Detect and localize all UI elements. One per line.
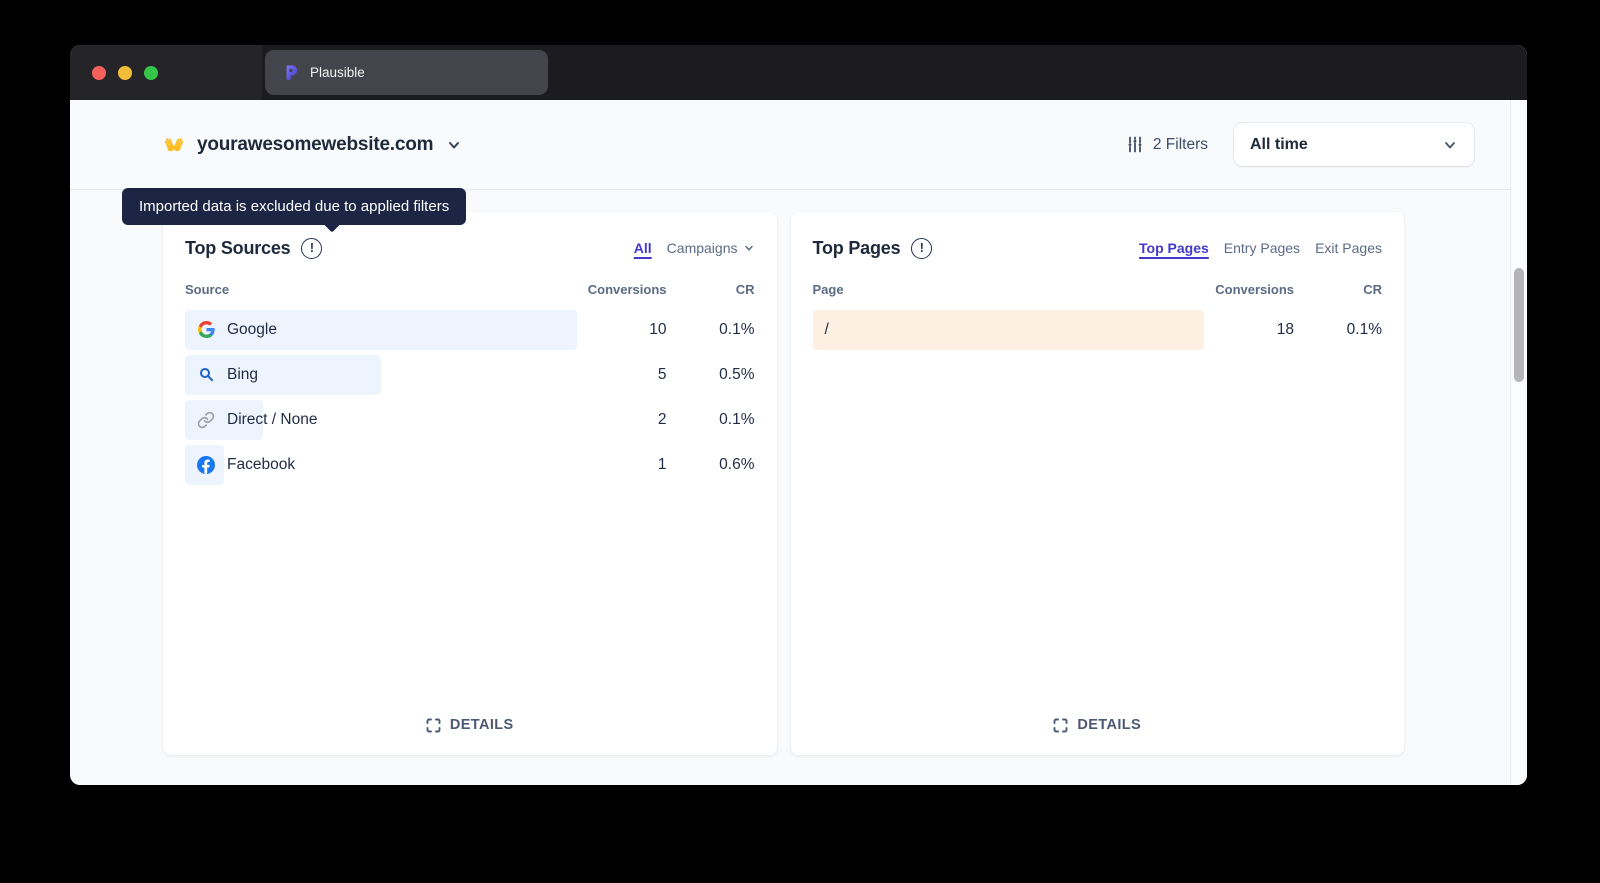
source-label: Bing — [227, 365, 259, 383]
cr-value: 0.5% — [719, 365, 755, 383]
cr-value: 0.1% — [1346, 320, 1382, 338]
conversions-value: 10 — [649, 320, 667, 338]
link-icon — [197, 411, 215, 429]
browser-tab-plausible[interactable]: Plausible — [265, 50, 548, 95]
source-label: Google — [227, 320, 277, 338]
page-label: / — [824, 320, 829, 338]
site-switcher-chevron-down-icon[interactable] — [446, 137, 462, 153]
info-exclamation-icon[interactable]: ! — [301, 237, 323, 259]
tab-exit-pages[interactable]: Exit Pages — [1315, 240, 1382, 256]
tab-top-pages[interactable]: Top Pages — [1139, 240, 1209, 256]
cr-value: 0.6% — [719, 455, 755, 473]
top-pages-card: Top Pages ! Top Pages Entry Pages Exit P… — [790, 212, 1404, 755]
browser-window: Plausible — [70, 45, 1527, 785]
table-row-bing[interactable]: Bing 5 0.5% — [185, 352, 755, 397]
tab-campaigns-label: Campaigns — [666, 240, 738, 256]
table-row-facebook[interactable]: Facebook 1 0.6% — [185, 442, 755, 487]
source-label: Facebook — [227, 455, 296, 473]
dashboard: Top Sources ! All Campaigns — [70, 190, 1510, 755]
card-title: Top Pages — [812, 237, 901, 258]
cr-value: 0.1% — [719, 410, 755, 428]
site-favicon-hands-icon — [163, 134, 185, 156]
table-row-google[interactable]: Google 10 0.1% — [185, 307, 755, 352]
card-title: Top Sources — [185, 237, 291, 258]
conversions-value: 1 — [657, 455, 667, 473]
filters-label: 2 Filters — [1152, 135, 1208, 153]
expand-icon — [426, 718, 441, 732]
minimize-window-button[interactable] — [118, 65, 132, 80]
facebook-icon — [197, 455, 215, 474]
tooltip-text: Imported data is excluded due to applied… — [139, 198, 450, 215]
traffic-lights — [70, 45, 262, 100]
date-range-chevron-down-icon — [1441, 136, 1459, 154]
table-header: Page Conversions CR — [813, 263, 1383, 307]
conversions-value: 5 — [657, 365, 667, 383]
column-conversions: Conversions — [1215, 282, 1294, 297]
column-conversions: Conversions — [587, 282, 667, 297]
details-label: DETAILS — [1077, 717, 1142, 733]
scrollbar-track[interactable] — [1510, 100, 1527, 785]
chevron-down-icon — [744, 245, 753, 251]
date-range-select[interactable]: All time — [1234, 123, 1474, 166]
tab-title: Plausible — [310, 65, 365, 80]
info-exclamation-icon[interactable]: ! — [911, 237, 933, 259]
conversion-bar — [185, 354, 381, 395]
source-label: Direct / None — [227, 410, 318, 428]
tab-entry-pages[interactable]: Entry Pages — [1223, 240, 1301, 256]
page-content: yourawesomewebsite.com 2 — [70, 100, 1527, 785]
column-source: Source — [185, 282, 230, 297]
expand-icon — [1053, 718, 1068, 732]
date-range-value: All time — [1250, 135, 1308, 153]
site-header: yourawesomewebsite.com 2 — [70, 100, 1510, 190]
filters-button[interactable]: 2 Filters — [1126, 136, 1208, 154]
conversion-bar — [812, 309, 1204, 350]
table-row-root-page[interactable]: / 18 0.1% — [812, 307, 1382, 352]
table-header: Source Conversions CR — [185, 263, 755, 307]
details-label: DETAILS — [449, 717, 514, 733]
filter-sliders-icon — [1126, 136, 1144, 154]
site-name[interactable]: yourawesomewebsite.com — [197, 133, 434, 155]
tab-campaigns[interactable]: Campaigns — [667, 240, 755, 256]
conversion-bar — [185, 309, 577, 350]
maximize-window-button[interactable] — [144, 65, 158, 80]
top-sources-card: Top Sources ! All Campaigns — [163, 212, 777, 755]
imported-data-tooltip: Imported data is excluded due to applied… — [122, 188, 467, 233]
google-icon — [197, 321, 215, 339]
details-button[interactable]: DETAILS — [813, 707, 1383, 739]
details-button[interactable]: DETAILS — [185, 707, 755, 739]
conversions-value: 18 — [1276, 320, 1294, 338]
tab-all[interactable]: All — [633, 240, 652, 256]
close-window-button[interactable] — [92, 65, 106, 80]
conversions-value: 2 — [657, 410, 667, 428]
cr-value: 0.1% — [719, 320, 755, 338]
column-cr: CR — [735, 282, 755, 297]
title-bar: Plausible — [70, 45, 1527, 100]
plausible-logo-icon — [282, 64, 300, 82]
bing-search-icon — [197, 366, 215, 384]
column-page: Page — [812, 282, 844, 297]
conversion-bar — [185, 399, 264, 440]
column-cr: CR — [1363, 282, 1382, 297]
table-row-direct-none[interactable]: Direct / None 2 0.1% — [185, 397, 755, 442]
scrollbar-thumb[interactable] — [1514, 268, 1524, 382]
